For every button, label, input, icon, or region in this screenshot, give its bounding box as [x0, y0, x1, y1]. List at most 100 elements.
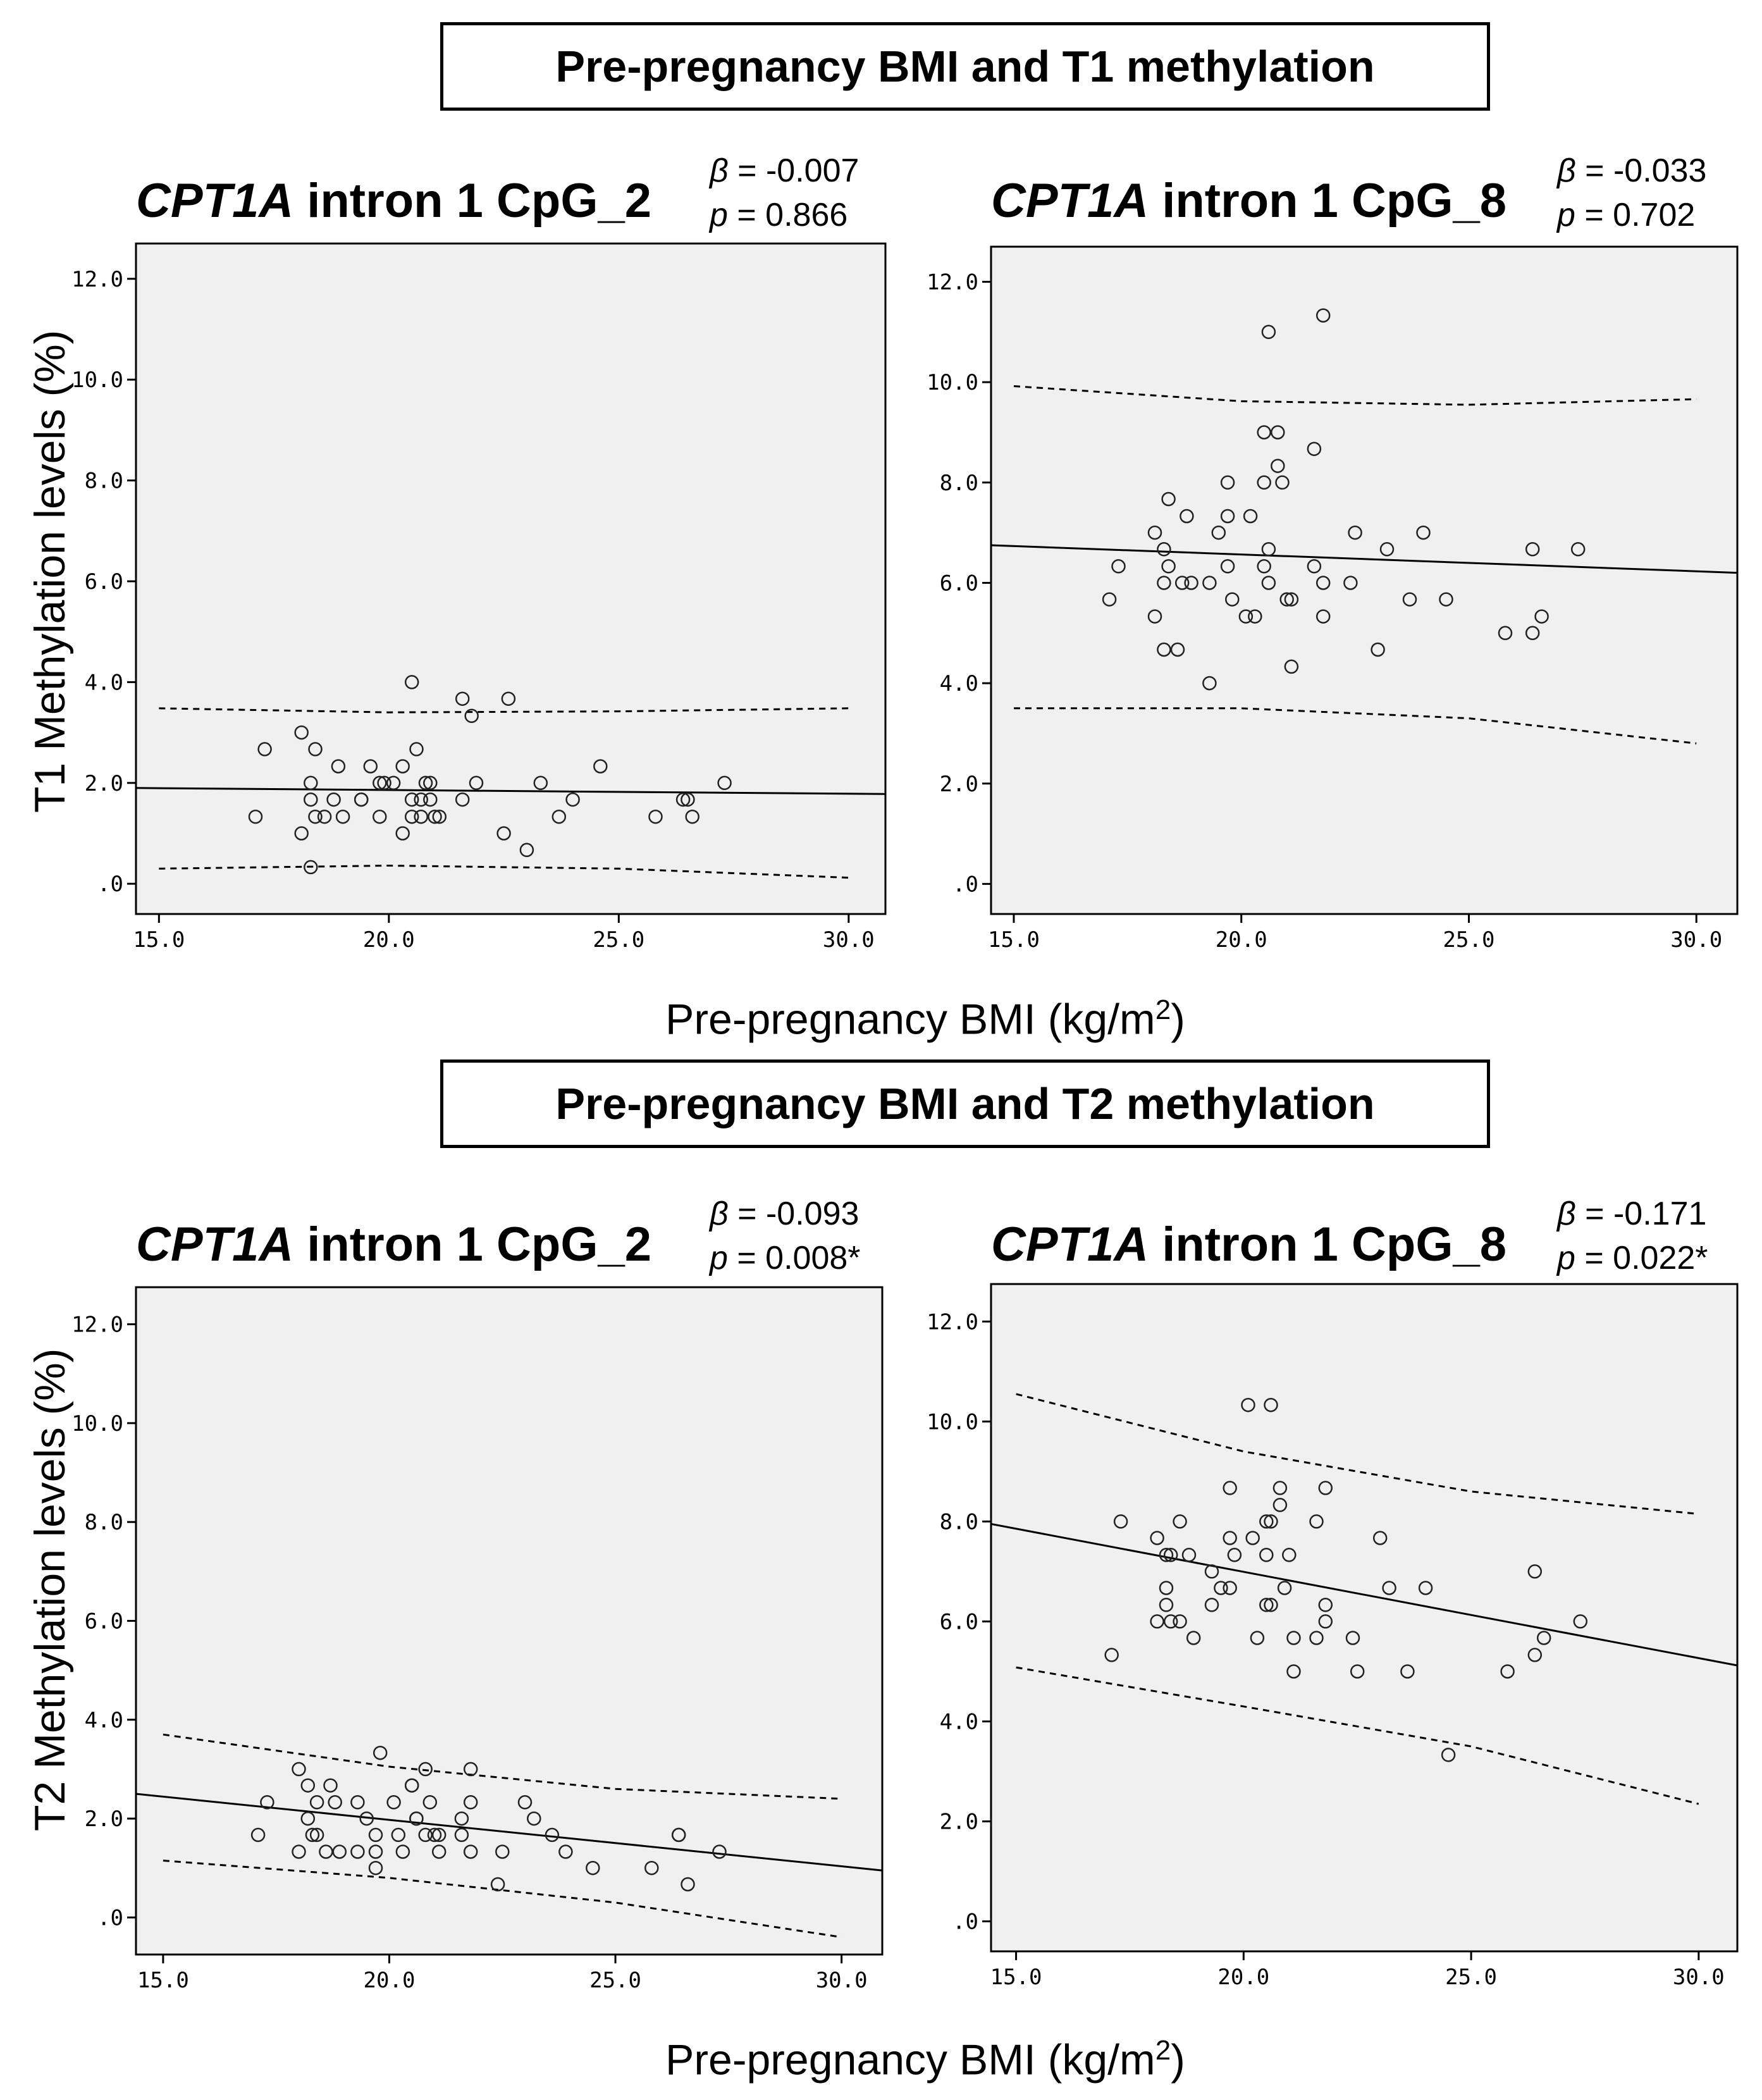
y-tick-label: 12.0 — [927, 270, 978, 295]
y-tick-label: .0 — [97, 1905, 123, 1930]
data-point — [1202, 576, 1217, 590]
data-point — [1261, 542, 1276, 557]
data-point — [1371, 642, 1385, 657]
data-point — [1248, 609, 1262, 624]
x-tick-label: 25.0 — [593, 927, 644, 953]
data-point — [454, 1811, 469, 1826]
data-point — [1318, 1481, 1333, 1495]
p-value: = 0.022* — [1575, 1240, 1708, 1276]
data-point — [368, 1844, 383, 1859]
data-point — [1309, 1631, 1324, 1645]
data-point — [248, 809, 263, 824]
data-point — [1271, 425, 1285, 440]
data-point — [558, 1844, 573, 1859]
y-tick-label: 12.0 — [71, 1312, 123, 1338]
x-axis-label-top: Pre-pregnancy BMI (kg/m2) — [665, 996, 1185, 1041]
data-point — [1204, 1598, 1219, 1612]
y-tick-label: .0 — [97, 872, 123, 897]
data-point — [1282, 1548, 1297, 1562]
data-point — [1259, 1514, 1274, 1529]
scatter-plot-t2-cpg2: .0 2.0 4.0 6.0 8.0 10.0 12.0 15.0 20.0 25.0 30.0 — [71, 1286, 884, 1993]
data-point — [373, 775, 387, 791]
data-point — [1245, 1531, 1260, 1545]
data-point — [294, 725, 309, 740]
x-tick-label: 25.0 — [589, 1968, 641, 1993]
plot-area — [135, 1286, 884, 1956]
x-tick-label: 25.0 — [1445, 1965, 1497, 1990]
scatter-plot-t2-cpg8: .0 2.0 4.0 6.0 8.0 10.0 12.0 15.0 20.0 25.0 30.0 — [927, 1283, 1739, 1990]
p-symbol: p — [1557, 197, 1575, 233]
data-point — [1250, 1631, 1265, 1645]
ci-lower-line — [1014, 707, 1697, 744]
data-point — [1202, 676, 1217, 691]
data-point — [292, 1762, 306, 1777]
data-point — [1261, 576, 1276, 590]
data-point — [1173, 1614, 1187, 1629]
data-point — [354, 792, 369, 807]
data-point — [1315, 308, 1331, 323]
beta-symbol: β — [1557, 152, 1576, 189]
data-point — [1402, 592, 1417, 607]
x-axis-label-bottom: Pre-pregnancy BMI (kg/m2) — [665, 2037, 1185, 2082]
data-point — [1113, 1514, 1128, 1529]
data-point — [1318, 1598, 1333, 1612]
y-tick-label: 2.0 — [940, 772, 978, 797]
data-point — [1174, 576, 1190, 590]
data-point — [1345, 1631, 1360, 1645]
data-point — [1573, 1614, 1588, 1629]
data-point — [386, 1795, 401, 1810]
data-point — [1257, 559, 1271, 574]
data-point — [1275, 475, 1290, 490]
data-point — [1157, 576, 1171, 590]
data-point — [495, 1844, 510, 1859]
data-point — [309, 1795, 324, 1810]
data-point — [363, 759, 378, 774]
data-point — [1416, 525, 1431, 540]
data-point — [685, 809, 699, 824]
data-point — [335, 809, 350, 824]
y-tick-label: 6.0 — [940, 1609, 978, 1634]
data-point — [463, 1762, 478, 1777]
data-point — [1159, 1581, 1174, 1595]
data-point — [527, 1811, 541, 1826]
data-point — [1343, 576, 1358, 590]
y-tick-label: 4.0 — [85, 670, 123, 695]
p-symbol: p — [1557, 1240, 1575, 1276]
panel-gene: CPT1A — [991, 1218, 1149, 1271]
data-point — [1400, 1664, 1415, 1679]
data-point — [1259, 1548, 1274, 1562]
y-tick-label: 2.0 — [940, 1810, 978, 1835]
ci-upper-line — [159, 707, 849, 713]
data-point — [260, 1795, 274, 1810]
fit-line — [990, 544, 1738, 574]
data-point — [1180, 509, 1194, 524]
data-point — [309, 1827, 324, 1843]
data-point — [565, 792, 580, 807]
y-tick-label: 8.0 — [85, 469, 123, 494]
data-point — [428, 809, 442, 824]
data-point — [423, 775, 438, 791]
p-symbol: p — [710, 197, 728, 233]
data-point — [359, 1811, 374, 1826]
data-point — [1441, 1748, 1456, 1762]
data-point — [1286, 1664, 1301, 1679]
data-point — [593, 759, 608, 774]
data-point — [386, 775, 401, 791]
data-point — [305, 1827, 320, 1843]
panel-title-t1-cpg8: CPT1A intron 1 CpG_8 — [991, 177, 1506, 225]
y-tick-label: 10.0 — [927, 370, 978, 395]
data-point — [1227, 1548, 1242, 1562]
data-point — [1157, 542, 1171, 557]
data-point — [368, 1827, 383, 1843]
panel-title-t1-cpg2: CPT1A intron 1 CpG_2 — [136, 177, 651, 225]
y-tick-label: 8.0 — [940, 1509, 978, 1535]
beta-stat-t2-cpg8: β = -0.171 — [1557, 1197, 1706, 1230]
data-point — [418, 1827, 433, 1843]
data-point — [304, 792, 318, 807]
data-point — [422, 1795, 438, 1810]
plot-area — [135, 242, 887, 915]
panel-gene: CPT1A — [136, 174, 294, 228]
data-point — [1257, 425, 1271, 440]
data-point — [1225, 592, 1240, 607]
y-tick-label: .0 — [952, 872, 978, 897]
